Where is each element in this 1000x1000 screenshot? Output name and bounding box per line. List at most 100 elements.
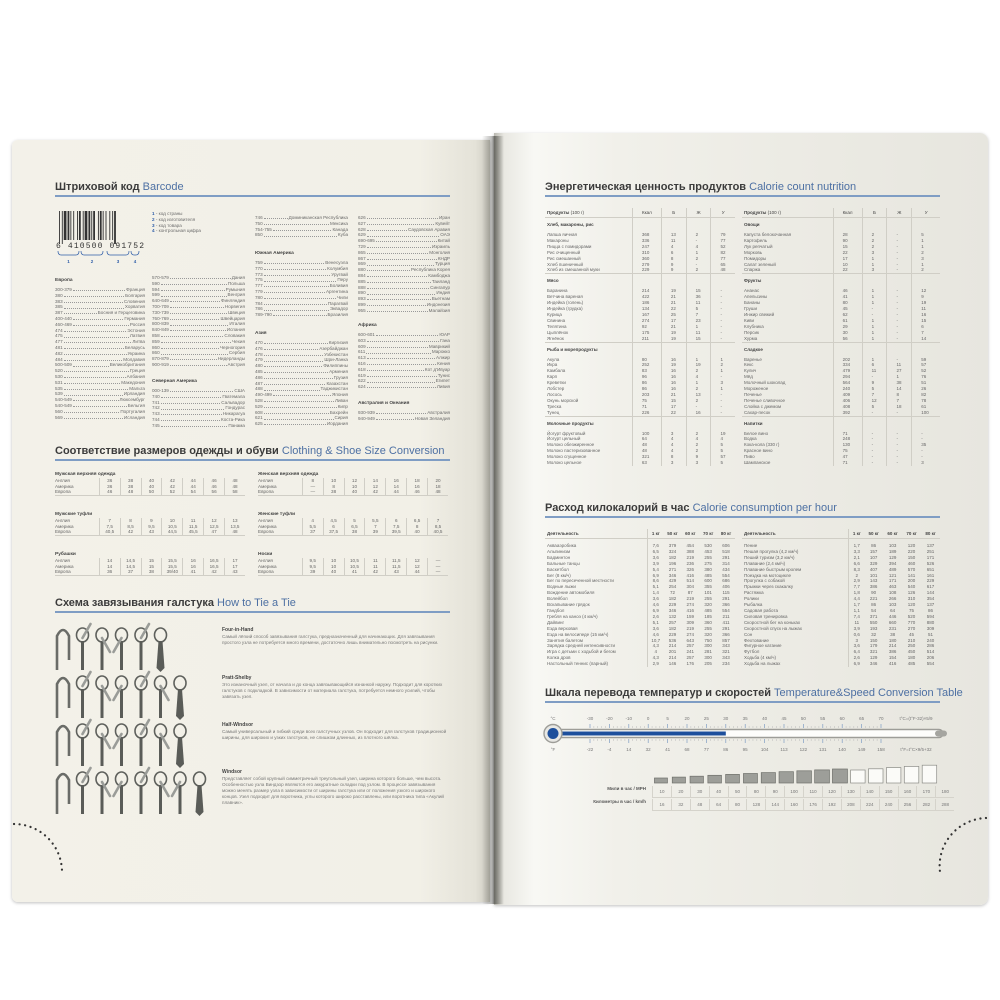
food-value: 252 [631, 362, 662, 369]
celsius-tick-label: 60 [839, 716, 845, 721]
fahrenheit-tick-label: 131 [819, 747, 827, 752]
size-row: Англия 9,5 10 10,5 11 11,5 12— [258, 558, 448, 564]
country-code-entry: 940-949 Новая Зеландия [358, 416, 450, 422]
dot-leader [72, 322, 129, 326]
fahrenheit-tick-label: 77 [703, 747, 709, 752]
dot-leader [160, 333, 224, 338]
food-row: Тунец 226 22 16- [545, 409, 735, 417]
country-code-entry: 626 Иран [358, 215, 450, 221]
country-code-entry: 530 Албания [55, 374, 145, 380]
dot-leader [263, 340, 328, 345]
country-name: Канада [332, 226, 348, 232]
food-row: Киви 61 1-15 [742, 317, 940, 324]
dot-leader [63, 299, 123, 303]
food-value: 16 [660, 374, 687, 381]
country-code: 690-695 [358, 238, 375, 244]
kcal-value: 434 [722, 566, 730, 572]
kcal-value: 161 [926, 572, 935, 578]
speed-bar [743, 773, 758, 784]
kcal-value: 221 [869, 596, 878, 602]
group-heading: Азия [255, 331, 267, 336]
kcal-value: 251 [926, 548, 935, 554]
country-code: 485 [255, 368, 263, 374]
kcal-value: 281 [704, 649, 712, 655]
country-code-entry: 460-469 Россия [55, 322, 145, 328]
speed-bar [760, 772, 776, 784]
kcal-value: 38 [890, 631, 896, 637]
empty-cell [685, 217, 711, 232]
food-name: Красное вино [744, 448, 773, 454]
country-name: США [234, 388, 245, 393]
country-name: Кувейт [435, 220, 450, 226]
country-name: Монголия [429, 249, 450, 255]
country-code: 955 [358, 307, 366, 313]
legend-number: 2 [152, 216, 155, 222]
dot-leader [263, 306, 329, 311]
food-value: - [886, 448, 912, 455]
dot-leader [160, 281, 227, 285]
food-value: 3 [685, 460, 711, 466]
activity-name: Гандбол [545, 607, 649, 614]
food-name: Телятина [547, 323, 567, 329]
dot-leader [366, 378, 435, 383]
size-value: 13 [224, 518, 245, 524]
country-name: Вьетнам [431, 296, 450, 302]
size-value: 14 [385, 483, 407, 490]
country-code-entry: 773 Уругвай [255, 272, 348, 278]
country-code-entry: 884 Камбоджа [358, 273, 450, 279]
country-code: 760-769 [152, 315, 169, 321]
kcal-value: 320 [704, 631, 712, 637]
country-name: Азербайджан [319, 345, 348, 351]
country-code-entry: 621 Сирия [255, 415, 348, 421]
country-name: Парагвай [327, 300, 348, 306]
food-value: 1 [710, 386, 735, 392]
knot-text: Это изнаночный узел, от начала и до конц… [222, 682, 443, 699]
food-value: 5 [710, 448, 735, 455]
country-name: Испания [226, 327, 245, 333]
dot-leader [63, 345, 124, 350]
food-row: Мёд 294-1 76 [742, 374, 940, 381]
food-name: Молоко пастеризованное [547, 448, 601, 454]
size-value: 14,5 [119, 563, 142, 570]
kcal-value: 380 [704, 566, 712, 572]
kcal-value: 2,9 [652, 661, 659, 667]
country-code: 385 [55, 304, 63, 310]
food-value: 21 [660, 294, 687, 301]
column-header: Ж [886, 208, 912, 218]
country-code: 746 [255, 215, 263, 220]
dot-leader [263, 301, 327, 305]
dot-leader [263, 398, 334, 403]
food-value: 76 [911, 374, 940, 381]
tie-step-icon [55, 772, 71, 814]
kcal-value: 857 [722, 637, 730, 643]
celsius-formula: t°C=(t°F-32)×5/9 [899, 716, 933, 721]
country-code-entry: 608 Бахрейн [255, 410, 348, 416]
country-code-entry: 625 Иордания [255, 421, 348, 427]
kcal-value: 220 [907, 548, 916, 554]
country-code-entry: 618 Кот д'Ивуар [358, 367, 450, 373]
country-code-entry: 690-695 Китай [358, 238, 450, 244]
size-value: 18 [406, 478, 428, 484]
tie-step-icon [134, 670, 151, 718]
dot-leader [160, 423, 228, 427]
divider [742, 341, 940, 343]
country-name: Люксембург [119, 397, 146, 403]
kcal-value: 4,3 [652, 655, 659, 661]
food-value: 100 [911, 409, 940, 417]
kcal-value: 379 [668, 543, 677, 548]
food-value: 27 [886, 368, 912, 375]
food-value: 71 [832, 430, 863, 437]
spacer [742, 538, 850, 543]
food-value: 16 [660, 386, 687, 392]
size-value: 40 [343, 489, 365, 496]
divider [742, 273, 940, 275]
size-value: 38 [140, 569, 162, 576]
food-value: 1 [861, 300, 887, 307]
food-name: Карп [547, 374, 558, 380]
thermometer [543, 723, 947, 744]
food-name: Баранина [547, 288, 568, 294]
country-code-entry: 619 Тунис [358, 373, 450, 379]
kcal-value: 3,3 [853, 548, 860, 554]
activity-name: Колка дров [545, 655, 649, 662]
kcal-value: 570 [907, 566, 916, 572]
